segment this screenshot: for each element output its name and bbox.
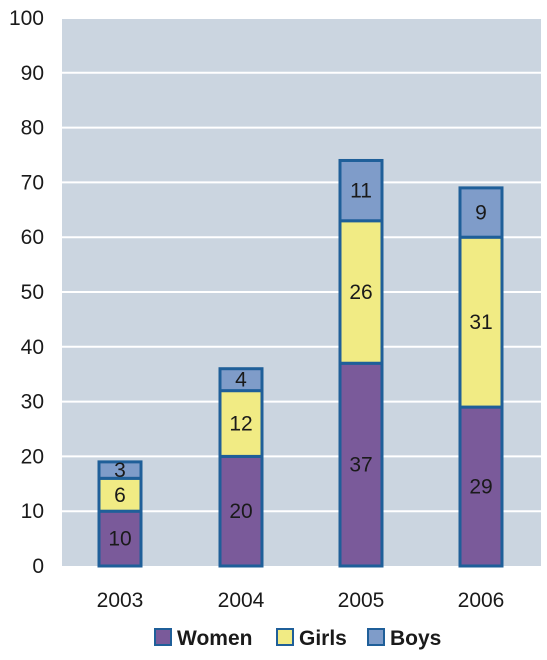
- x-axis-tick-labels: 2003 2004 2005 2006: [97, 589, 505, 612]
- data-label-boys-2005: 11: [350, 180, 372, 203]
- data-label-boys-2003: 3: [114, 459, 126, 482]
- bar-boys-2003: [97, 460, 143, 480]
- y-tick-label-40: 40: [21, 336, 44, 359]
- bar-girls-2006: [458, 235, 504, 409]
- bar-girls-2004: [218, 389, 264, 458]
- y-tick-label-90: 90: [21, 62, 44, 85]
- x-tick-label-2004: 2004: [218, 589, 265, 612]
- x-tick-label-2006: 2006: [458, 589, 505, 612]
- bar-women-2005: [338, 361, 384, 568]
- legend-swatch-women: [154, 628, 172, 646]
- data-label-girls-2006: 31: [469, 311, 492, 334]
- gridlines: [62, 17, 541, 513]
- legend-label-girls: Girls: [299, 627, 347, 650]
- bar-boys-2005: [338, 158, 384, 223]
- y-tick-label-60: 60: [21, 226, 44, 249]
- y-tick-label-30: 30: [21, 391, 44, 414]
- data-label-boys-2004: 4: [235, 369, 247, 392]
- x-tick-label-2003: 2003: [97, 589, 144, 612]
- data-label-girls-2004: 12: [229, 413, 252, 436]
- data-label-women-2005: 37: [349, 454, 372, 477]
- legend-label-women: Women: [177, 627, 252, 650]
- data-label-girls-2003: 6: [114, 484, 126, 507]
- legend: Women Girls Boys: [154, 627, 441, 650]
- bar-boys-2006: [458, 186, 504, 239]
- y-tick-label-20: 20: [21, 445, 44, 468]
- y-tick-label-10: 10: [21, 500, 44, 523]
- legend-label-boys: Boys: [390, 627, 441, 650]
- data-label-boys-2006: 9: [475, 202, 487, 225]
- x-tick-label-2005: 2005: [338, 589, 385, 612]
- y-tick-label-100: 100: [9, 7, 44, 30]
- y-tick-label-50: 50: [21, 281, 44, 304]
- bar-boys-2004: [218, 367, 264, 393]
- bar-women-2004: [218, 454, 264, 568]
- data-label-women-2006: 29: [469, 476, 492, 499]
- bar-women-2003: [97, 509, 143, 568]
- legend-swatch-boys: [367, 628, 385, 646]
- bars: 10 63 20 12 4 37 26 11 29 31 9: [97, 158, 504, 568]
- y-axis-tick-labels: 0 10 20 30 40 50 60 70 80 90 100: [9, 7, 44, 578]
- y-tick-label-0: 0: [32, 555, 44, 578]
- data-label-women-2003: 10: [108, 528, 131, 551]
- data-label-girls-2005: 26: [349, 281, 372, 304]
- y-tick-label-70: 70: [21, 171, 44, 194]
- y-tick-label-80: 80: [21, 117, 44, 140]
- data-label-women-2004: 20: [229, 500, 252, 523]
- legend-swatch-girls: [276, 628, 294, 646]
